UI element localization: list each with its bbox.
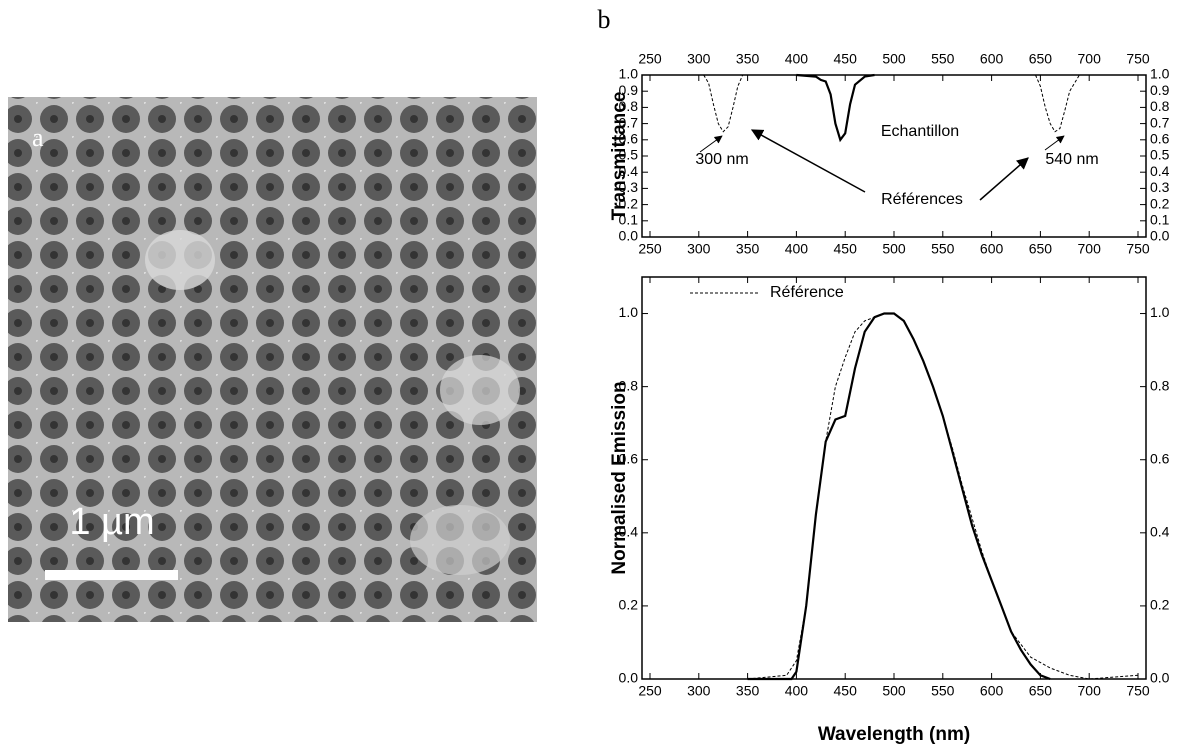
y-tick-label: 0.9 <box>1150 82 1170 98</box>
x-tick-label: 500 <box>882 241 906 257</box>
arrow <box>979 157 1029 201</box>
sem-defect <box>145 230 215 290</box>
x-tick-label: 600 <box>980 51 1004 67</box>
x-tick-label: 250 <box>638 51 662 67</box>
y-tick-label: 0.2 <box>619 195 639 211</box>
x-tick-label: 250 <box>638 683 662 699</box>
x-tick-label: 350 <box>736 51 760 67</box>
y-tick-label: 0.9 <box>619 82 639 98</box>
x-tick-label: 600 <box>980 683 1004 699</box>
x-tick-label: 650 <box>1029 51 1053 67</box>
y-tick-label: 0.3 <box>1150 179 1170 195</box>
x-tick-label: 750 <box>1126 683 1150 699</box>
plot-frame <box>641 276 1147 680</box>
y-tick-label: 1.0 <box>619 304 639 320</box>
y-tick-label: 0.4 <box>619 524 639 540</box>
y-tick-label: 0.2 <box>1150 195 1170 211</box>
y-tick-label: 0.2 <box>1150 597 1170 613</box>
x-tick-label: 650 <box>1029 683 1053 699</box>
x-tick-label: 550 <box>931 241 955 257</box>
x-tick-label: 300 <box>687 683 711 699</box>
sem-panel: a 1 µm <box>8 97 537 622</box>
x-tick-label: 750 <box>1126 241 1150 257</box>
x-tick-label: 300 <box>687 241 711 257</box>
y-tick-label: 0.0 <box>619 670 639 686</box>
y-tick-label: 0.2 <box>619 597 639 613</box>
y-tick-label: 0.1 <box>619 212 639 228</box>
y-tick-label: 0.5 <box>619 147 639 163</box>
x-tick-label: 450 <box>834 683 858 699</box>
y-tick-label: 0.4 <box>619 163 639 179</box>
y-tick-label: 0.8 <box>1150 98 1170 114</box>
y-tick-label: 0.4 <box>1150 163 1170 179</box>
annotation-arrows <box>699 129 1065 201</box>
x-tick-label: 550 <box>931 683 955 699</box>
y-tick-label: 0.0 <box>1150 670 1170 686</box>
y-tick-label: 0.5 <box>1150 147 1170 163</box>
x-tick-label: 400 <box>785 241 809 257</box>
y-tick-label: 0.6 <box>619 450 639 466</box>
arrow <box>750 129 866 193</box>
x-axis-title: Wavelength (nm) <box>818 724 970 745</box>
y-tick-label: 0.7 <box>619 114 639 130</box>
annotation: Références <box>881 191 963 208</box>
y-tick-label: 0.0 <box>1150 228 1170 244</box>
y-axis-title: Normalised Emission <box>609 381 630 574</box>
series-line <box>796 73 875 143</box>
y-tick-label: 0.8 <box>1150 377 1170 393</box>
x-tick-label: 550 <box>931 51 955 67</box>
x-tick-label: 400 <box>785 51 809 67</box>
x-tick-label: 750 <box>1126 51 1150 67</box>
y-tick-label: 0.6 <box>619 131 639 147</box>
scale-bar <box>45 570 178 580</box>
y-tick-label: 0.8 <box>619 377 639 393</box>
series-line <box>703 74 1080 133</box>
y-tick-label: 0.3 <box>619 179 639 195</box>
x-tick-label: 450 <box>834 51 858 67</box>
x-tick-label: 500 <box>882 683 906 699</box>
annotation: Echantillon <box>881 123 959 140</box>
arrow <box>699 135 723 153</box>
y-tick-label: 0.8 <box>619 98 639 114</box>
y-tick-label: 1.0 <box>1150 304 1170 320</box>
y-axis-title: Transmittance <box>609 92 630 221</box>
annotation: 540 nm <box>1045 151 1098 168</box>
x-tick-label: 700 <box>1078 683 1102 699</box>
x-tick-label: 700 <box>1078 241 1102 257</box>
y-tick-label: 1.0 <box>1150 66 1170 82</box>
y-tick-label: 0.4 <box>1150 524 1170 540</box>
x-tick-label: 400 <box>785 683 809 699</box>
y-tick-label: 1.0 <box>619 66 639 82</box>
y-tick-label: 0.6 <box>1150 450 1170 466</box>
x-tick-label: 300 <box>687 51 711 67</box>
x-tick-label: 450 <box>834 241 858 257</box>
x-tick-label: 700 <box>1078 51 1102 67</box>
x-tick-label: 350 <box>736 241 760 257</box>
arrow <box>1044 135 1065 151</box>
x-tick-label: 250 <box>638 241 662 257</box>
x-tick-label: 500 <box>882 51 906 67</box>
y-tick-label: 0.7 <box>1150 114 1170 130</box>
series-line <box>747 313 1139 680</box>
annotation: 300 nm <box>695 151 748 168</box>
panel-label: a <box>32 123 44 152</box>
scale-bar-label: 1 µm <box>69 501 154 543</box>
y-tick-label: 0.0 <box>619 228 639 244</box>
series-line <box>747 312 1051 681</box>
sem-defect <box>440 355 520 425</box>
x-tick-label: 650 <box>1029 241 1053 257</box>
panel-label: b <box>598 5 611 34</box>
sem-defect <box>410 505 510 575</box>
legend-label: Référence <box>770 284 844 301</box>
x-tick-label: 350 <box>736 683 760 699</box>
x-tick-label: 600 <box>980 241 1004 257</box>
y-tick-label: 0.1 <box>1150 212 1170 228</box>
y-tick-label: 0.6 <box>1150 131 1170 147</box>
